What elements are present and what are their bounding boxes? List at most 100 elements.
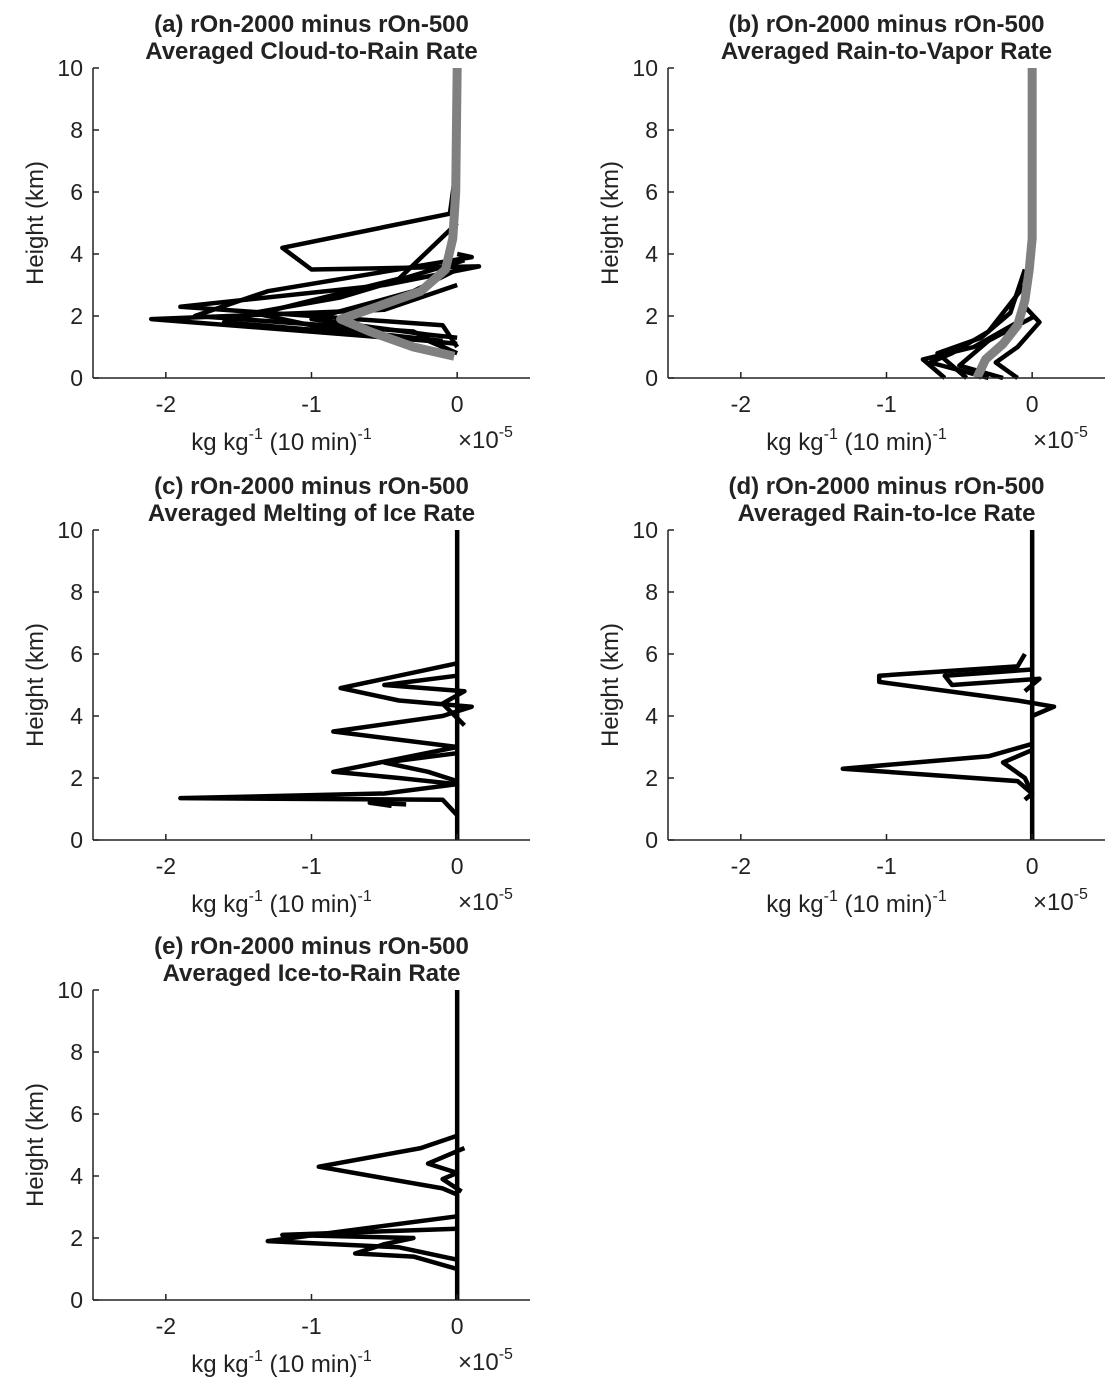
profile-line bbox=[316, 1133, 459, 1197]
y-tick-label: 8 bbox=[645, 117, 658, 143]
profile-line bbox=[336, 67, 462, 361]
x-axis-label-part: kg kg bbox=[191, 1351, 248, 1378]
x-tick-label: -2 bbox=[731, 391, 751, 417]
y-tick-label: 6 bbox=[70, 1101, 83, 1127]
y-tick-label: 6 bbox=[645, 179, 658, 205]
y-axis-label: Height (km) bbox=[22, 623, 49, 747]
x-multiplier-exp: -5 bbox=[499, 1346, 513, 1363]
panel-subtitle: Averaged Ice-to-Rain Rate bbox=[163, 960, 461, 987]
x-axis-label: kg kg-1 (10 min)-1 bbox=[191, 426, 372, 456]
y-tick-label: 0 bbox=[70, 827, 83, 853]
panel-subtitle: Averaged Rain-to-Vapor Rate bbox=[721, 38, 1052, 65]
profile-line bbox=[178, 160, 482, 349]
profile-line bbox=[367, 800, 407, 809]
profile-line bbox=[178, 744, 460, 817]
panel-subtitle: Averaged Rain-to-Ice Rate bbox=[738, 500, 1036, 527]
panel-subtitle: Averaged Melting of Ice Rate bbox=[148, 500, 475, 527]
x-tick-label: -1 bbox=[301, 1313, 321, 1339]
profile-line bbox=[425, 1146, 466, 1194]
profile-line bbox=[265, 1214, 458, 1262]
y-tick-label: 2 bbox=[70, 765, 83, 791]
y-tick-label: 4 bbox=[70, 241, 83, 267]
y-tick-label: 2 bbox=[645, 765, 658, 791]
profile-line bbox=[876, 652, 1057, 719]
y-tick-label: 0 bbox=[645, 827, 658, 853]
x-tick-label: 0 bbox=[451, 391, 464, 417]
y-tick-label: 6 bbox=[70, 641, 83, 667]
x-axis-label: kg kg-1 (10 min)-1 bbox=[766, 888, 947, 918]
y-tick-label: 2 bbox=[70, 303, 83, 329]
y-tick-label: 10 bbox=[632, 55, 658, 81]
x-multiplier: ×10-5 bbox=[458, 424, 513, 454]
x-multiplier-base: ×10 bbox=[458, 1349, 499, 1376]
x-axis-label-part: kg kg bbox=[191, 429, 248, 456]
y-axis-label: Height (km) bbox=[22, 1083, 49, 1207]
x-axis-label-sup: -1 bbox=[358, 1348, 372, 1365]
x-axis-label-sup: -1 bbox=[249, 1348, 263, 1365]
x-axis-label-part: (10 min) bbox=[838, 891, 933, 918]
x-axis-label-sup: -1 bbox=[358, 426, 372, 443]
x-multiplier-exp: -5 bbox=[1074, 886, 1088, 903]
profile-line bbox=[382, 750, 458, 784]
x-multiplier: ×10-5 bbox=[458, 1346, 513, 1376]
y-tick-label: 10 bbox=[57, 517, 83, 543]
profile-line bbox=[331, 661, 474, 750]
x-axis-label-sup: -1 bbox=[933, 426, 947, 443]
x-axis-label-part: kg kg bbox=[766, 429, 823, 456]
x-axis-label-sup: -1 bbox=[824, 888, 838, 905]
x-axis-label-part: (10 min) bbox=[838, 429, 933, 456]
profile-line bbox=[1000, 748, 1035, 802]
profile-line bbox=[993, 305, 1042, 380]
y-tick-label: 8 bbox=[70, 117, 83, 143]
profile-line bbox=[942, 667, 1042, 693]
panel-title: (e) rOn-2000 minus rOn-500 bbox=[154, 933, 469, 960]
x-axis-label-sup: -1 bbox=[824, 426, 838, 443]
y-axis-label: Height (km) bbox=[22, 161, 49, 285]
x-tick-label: -2 bbox=[156, 853, 176, 879]
x-axis-label-sup: -1 bbox=[933, 888, 947, 905]
x-multiplier-base: ×10 bbox=[458, 427, 499, 454]
x-tick-label: -1 bbox=[301, 391, 321, 417]
x-axis-label: kg kg-1 (10 min)-1 bbox=[191, 888, 372, 918]
panel-subtitle: Averaged Cloud-to-Rain Rate bbox=[145, 38, 477, 65]
profile-line bbox=[840, 741, 1034, 796]
panel-title: (c) rOn-2000 minus rOn-500 bbox=[154, 473, 469, 500]
profile-line bbox=[280, 1226, 458, 1272]
x-tick-label: 0 bbox=[451, 853, 464, 879]
x-multiplier: ×10-5 bbox=[1033, 424, 1088, 454]
y-tick-label: 6 bbox=[70, 179, 83, 205]
y-tick-label: 8 bbox=[645, 579, 658, 605]
profile-line bbox=[972, 68, 1037, 380]
profile-line bbox=[935, 268, 1028, 380]
x-tick-label: -2 bbox=[156, 1313, 176, 1339]
y-tick-label: 0 bbox=[70, 365, 83, 391]
x-axis-label-part: (10 min) bbox=[263, 891, 358, 918]
y-tick-label: 10 bbox=[632, 517, 658, 543]
x-multiplier-base: ×10 bbox=[458, 889, 499, 916]
x-tick-label: -2 bbox=[731, 853, 751, 879]
x-tick-label: -1 bbox=[876, 853, 896, 879]
x-tick-label: -1 bbox=[876, 391, 896, 417]
y-axis-label: Height (km) bbox=[597, 161, 624, 285]
panel-title: (b) rOn-2000 minus rOn-500 bbox=[728, 11, 1044, 38]
panel-title: (d) rOn-2000 minus rOn-500 bbox=[728, 473, 1044, 500]
x-tick-label: 0 bbox=[1026, 391, 1039, 417]
x-tick-label: 0 bbox=[451, 1313, 464, 1339]
x-tick-label: -1 bbox=[301, 853, 321, 879]
y-tick-label: 10 bbox=[57, 55, 83, 81]
y-tick-label: 6 bbox=[645, 641, 658, 667]
panel-title: (a) rOn-2000 minus rOn-500 bbox=[154, 11, 469, 38]
x-axis-label-part: kg kg bbox=[766, 891, 823, 918]
x-axis-label: kg kg-1 (10 min)-1 bbox=[766, 426, 947, 456]
y-tick-label: 2 bbox=[645, 303, 658, 329]
x-multiplier-exp: -5 bbox=[1074, 424, 1088, 441]
y-tick-label: 4 bbox=[645, 241, 658, 267]
x-multiplier-base: ×10 bbox=[1033, 889, 1074, 916]
x-multiplier: ×10-5 bbox=[1033, 886, 1088, 916]
x-axis-label-part: kg kg bbox=[191, 891, 248, 918]
x-multiplier: ×10-5 bbox=[458, 886, 513, 916]
y-tick-label: 2 bbox=[70, 1225, 83, 1251]
y-tick-label: 4 bbox=[70, 703, 83, 729]
x-multiplier-exp: -5 bbox=[499, 886, 513, 903]
